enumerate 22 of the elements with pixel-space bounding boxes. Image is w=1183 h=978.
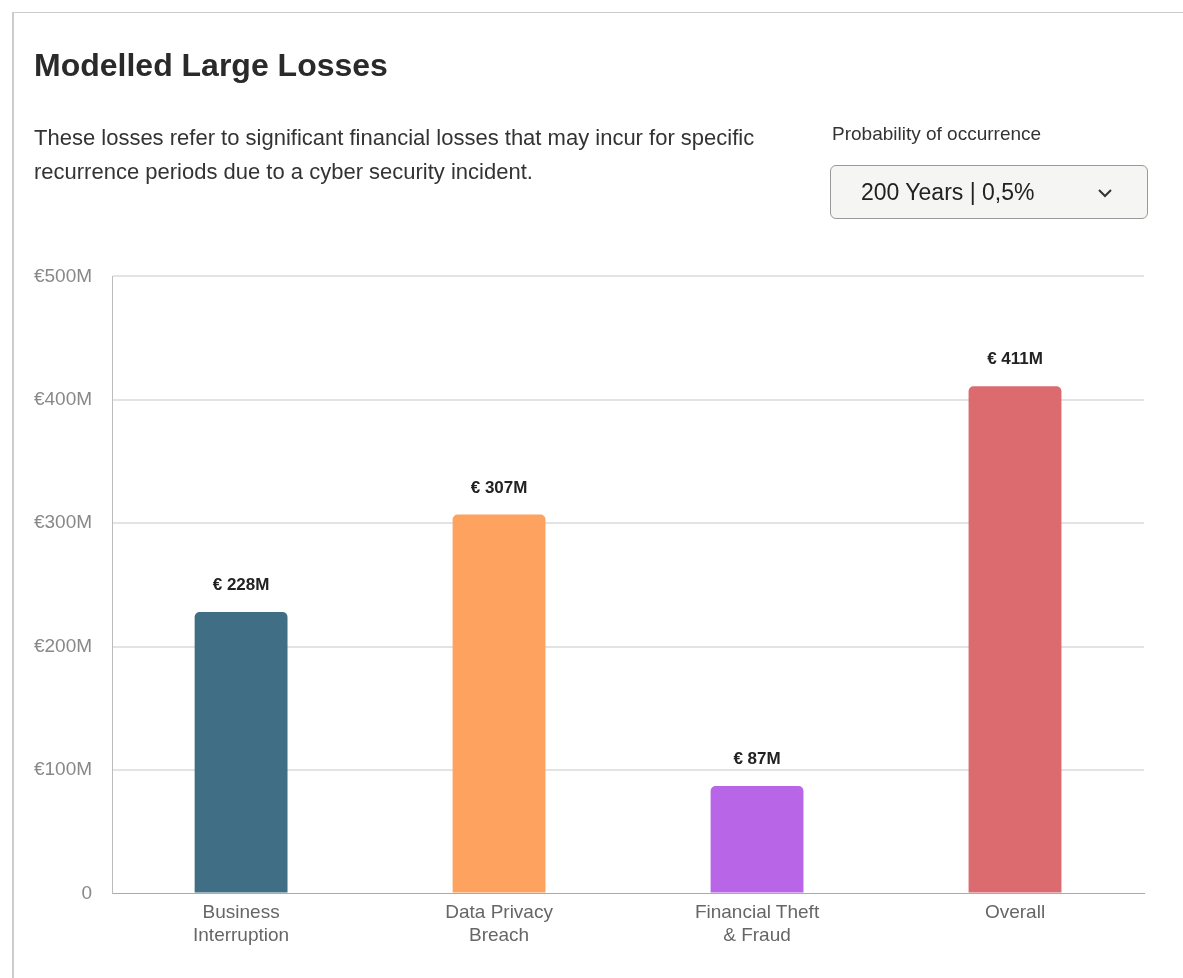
y-tick-label: €300M xyxy=(33,511,93,533)
bar xyxy=(968,386,1062,893)
x-tick-label: Data Privacy Breach xyxy=(445,901,554,945)
y-tick-label: €400M xyxy=(33,388,93,410)
data-label: € 228M xyxy=(212,575,270,595)
bar xyxy=(710,786,804,893)
text: Probability of occurrence xyxy=(832,123,1042,145)
chart-title: Modelled Large Losses xyxy=(34,47,388,84)
y-tick-label: €200M xyxy=(33,634,93,656)
y-tick-label: €100M xyxy=(33,758,93,780)
y-tick-label: 0 xyxy=(81,881,93,903)
data-label: € 87M xyxy=(733,749,781,769)
bar xyxy=(194,612,288,893)
x-tick-label: Overall xyxy=(984,901,1046,923)
x-tick-label: Business Interruption xyxy=(193,901,290,945)
chart-subtitle: These losses refer to significant financial losses that may incur for specific recurrence periods due to a cyber security incident. xyxy=(34,124,756,186)
data-label: € 307M xyxy=(470,477,528,497)
y-tick-label: €500M xyxy=(33,264,93,286)
x-tick-label: Financial Theft & Fraud xyxy=(694,901,820,945)
data-label: € 411M xyxy=(987,349,1043,369)
dropdown-field: 200 Years | 0,5% xyxy=(830,165,1148,219)
bar xyxy=(452,514,546,893)
